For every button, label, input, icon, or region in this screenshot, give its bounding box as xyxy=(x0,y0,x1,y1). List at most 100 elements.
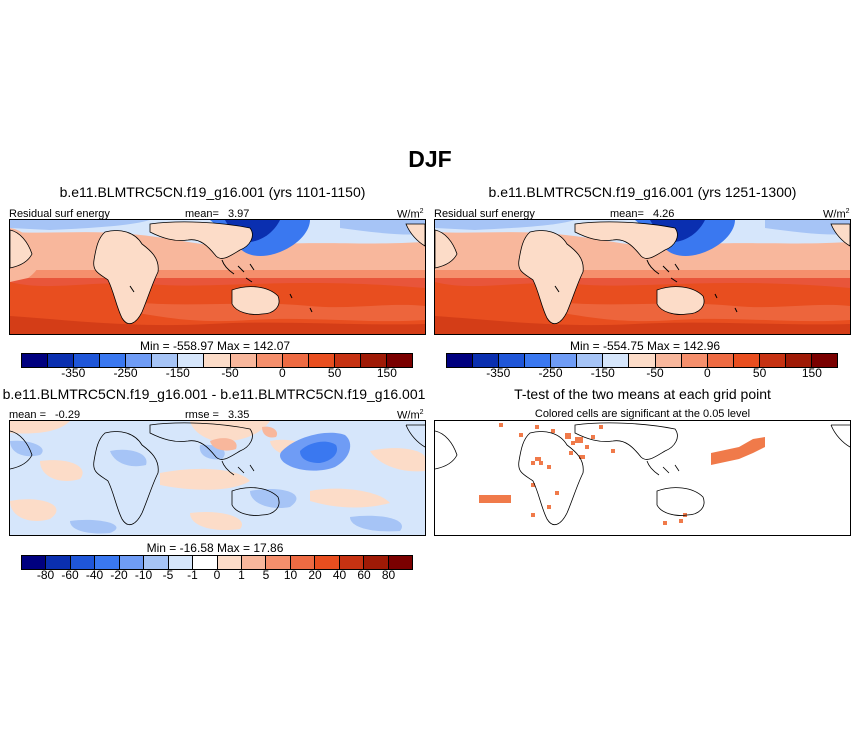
colorbar-box xyxy=(759,354,786,367)
panel3-tick: 0 xyxy=(213,568,221,582)
panel1-colorbar xyxy=(21,353,413,368)
panel3-tick: 20 xyxy=(308,568,322,582)
colorbar-box xyxy=(241,556,267,569)
panel3-title: b.e11.BLMTRC5CN.f19_g16.001 - b.e11.BLMT… xyxy=(2,386,426,402)
panel3-colorbar-ticks: -80 -60 -40 -20 -10 -5 -1 0 1 5 10 20 40… xyxy=(21,568,413,584)
panel2-minmax: Min = -554.75 Max = 142.96 xyxy=(569,339,721,353)
colorbar-box xyxy=(193,556,218,569)
panel2-tick: 150 xyxy=(801,366,822,380)
colorbar-box xyxy=(95,556,120,569)
colorbar-box xyxy=(22,556,47,569)
panel3-tick: -1 xyxy=(187,568,198,582)
colorbar-box xyxy=(499,354,526,367)
panel3-map-svg xyxy=(10,421,425,535)
panel2-tick: -250 xyxy=(538,366,563,380)
panel1-tick: 150 xyxy=(376,366,397,380)
panel2-title: b.e11.BLMTRC5CN.f19_g16.001 (yrs 1251-13… xyxy=(488,184,797,200)
panel4-map-svg xyxy=(435,421,850,535)
colorbar-box xyxy=(473,354,500,367)
panel3-tick: -60 xyxy=(61,568,79,582)
panel1-colorbar-ticks: -350 -250 -150 -50 0 50 150 xyxy=(21,366,413,382)
colorbar-box xyxy=(681,354,708,367)
panel3-tick: 5 xyxy=(262,568,270,582)
panel1-tick: -50 xyxy=(221,366,239,380)
panel1-tick: 0 xyxy=(278,366,286,380)
figure-title: DJF xyxy=(408,146,452,172)
panel3-tick: 60 xyxy=(357,568,371,582)
panel4-map xyxy=(434,420,851,536)
panel1-units: W/m2 xyxy=(397,208,424,221)
colorbar-box xyxy=(230,354,257,367)
colorbar-box xyxy=(217,556,242,569)
colorbar-box xyxy=(100,354,127,367)
panel1-tick: -250 xyxy=(113,366,138,380)
panel1-map-svg xyxy=(10,220,425,334)
panel1-mean-label: mean= xyxy=(185,208,219,220)
panel3-mean-value: -0.29 xyxy=(55,409,81,421)
panel2-mean-value: 4.26 xyxy=(653,208,675,220)
colorbar-box xyxy=(315,556,340,569)
colorbar-box xyxy=(655,354,682,367)
colorbar-box xyxy=(551,354,578,367)
colorbar-box xyxy=(48,354,75,367)
panel3-rmse-label: rmse = xyxy=(185,409,219,421)
panel2-mean-label: mean= xyxy=(610,208,644,220)
panel3-tick: -5 xyxy=(162,568,174,582)
panel2-colorbar xyxy=(446,353,838,368)
significant-cells xyxy=(479,423,765,525)
colorbar-box xyxy=(388,556,412,569)
panel4-title: T-test of the two means at each grid poi… xyxy=(514,386,771,402)
colorbar-box xyxy=(447,354,474,367)
panel2-units: W/m2 xyxy=(823,208,850,221)
panel1-minmax: Min = -558.97 Max = 142.07 xyxy=(139,339,291,353)
panel3-mean-label: mean = xyxy=(9,409,46,421)
colorbar-box xyxy=(178,354,205,367)
colorbar-box xyxy=(525,354,552,367)
colorbar-box xyxy=(22,354,49,367)
colorbar-box xyxy=(152,354,179,367)
panel2-tick: -350 xyxy=(486,366,511,380)
colorbar-box xyxy=(360,354,387,367)
colorbar-box xyxy=(266,556,291,569)
colorbar-box xyxy=(290,556,316,569)
panel2-tick: -50 xyxy=(646,366,664,380)
panel3-rmse-value: 3.35 xyxy=(228,409,250,421)
colorbar-box xyxy=(126,354,153,367)
colorbar-box xyxy=(119,556,145,569)
panel3-colorbar xyxy=(21,555,413,570)
panel3-tick: 10 xyxy=(283,568,298,582)
panel3-tick: -40 xyxy=(85,568,104,582)
panel1-map xyxy=(9,219,426,335)
panel3-tick: -80 xyxy=(36,568,55,582)
panel3-tick: -20 xyxy=(110,568,128,582)
colorbar-box xyxy=(256,354,283,367)
panel1-tick: -150 xyxy=(165,366,190,380)
colorbar-box xyxy=(785,354,812,367)
colorbar-box xyxy=(339,556,365,569)
colorbar-box xyxy=(144,556,169,569)
panel2-map-svg xyxy=(435,220,850,334)
colorbar-box xyxy=(364,556,389,569)
colorbar-box xyxy=(74,354,101,367)
colorbar-box xyxy=(577,354,604,367)
panel1-title: b.e11.BLMTRC5CN.f19_g16.001 (yrs 1101-11… xyxy=(59,184,366,200)
panel2-variable-label: Residual surf energy xyxy=(434,208,535,220)
colorbar-box xyxy=(70,556,96,569)
panel3-map xyxy=(9,420,426,536)
panel3-tick: 40 xyxy=(332,568,347,582)
colorbar-box xyxy=(733,354,760,367)
colorbar-box xyxy=(603,354,630,367)
panel1-tick: -350 xyxy=(61,366,86,380)
panel2-tick: 50 xyxy=(752,366,767,380)
colorbar-box xyxy=(282,354,309,367)
colorbar-box xyxy=(334,354,361,367)
panel1-mean-value: 3.97 xyxy=(228,208,250,220)
colorbar-box xyxy=(629,354,656,367)
panel2-tick: -150 xyxy=(590,366,615,380)
panel3-units: W/m2 xyxy=(397,409,424,422)
colorbar-box xyxy=(168,556,194,569)
colorbar-box xyxy=(46,556,71,569)
panel1-tick: 50 xyxy=(327,366,342,380)
panel3-tick: -10 xyxy=(134,568,153,582)
panel4-subtitle: Colored cells are significant at the 0.0… xyxy=(534,408,751,420)
